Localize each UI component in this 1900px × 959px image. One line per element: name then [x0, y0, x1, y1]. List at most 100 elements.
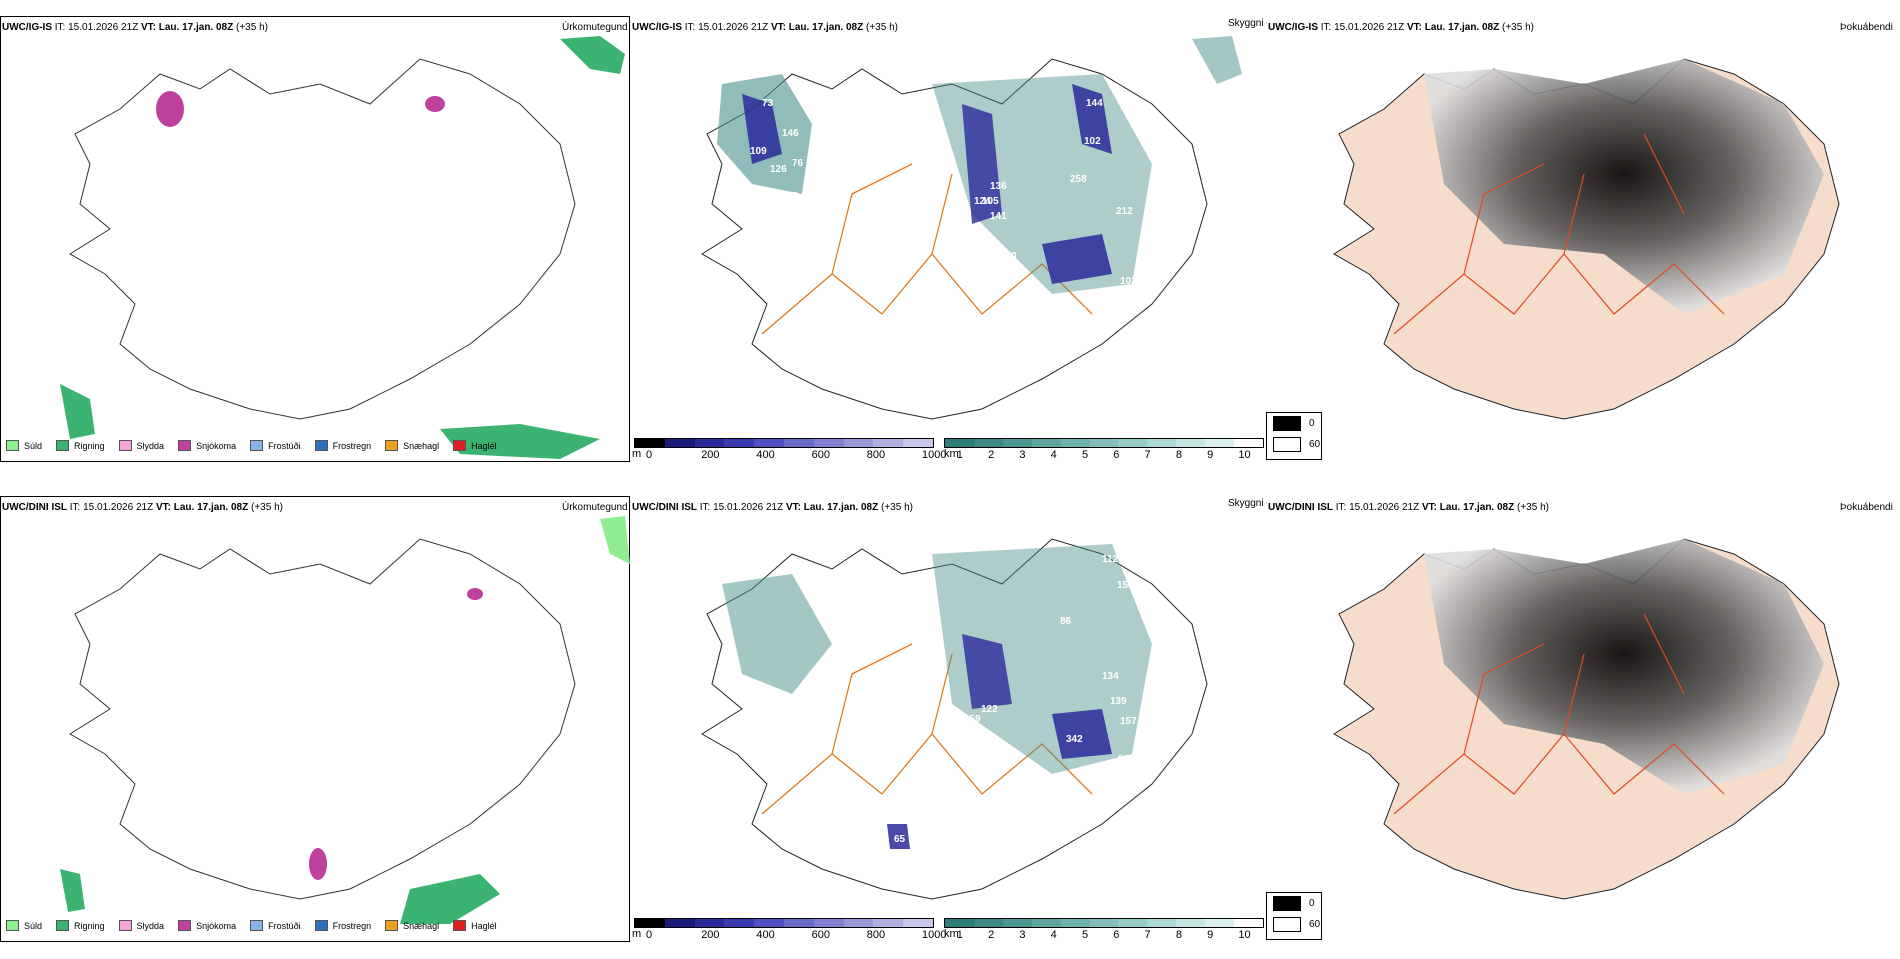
colorbar-tick-label: 1000 — [922, 449, 947, 461]
lead-time: (+35 h) — [1517, 502, 1549, 513]
legend-swatch — [118, 440, 132, 451]
colorbar-swatch — [783, 439, 814, 447]
visibility-value-label: 124 — [974, 196, 991, 207]
visibility-value-label: 92 — [1162, 246, 1174, 257]
visibility-value-label: 122 — [981, 704, 998, 715]
legend-swatch — [385, 440, 399, 451]
iceland-map — [60, 516, 630, 924]
legend-label: Frostúði — [268, 440, 301, 451]
vt-value: Lau. 17.jan. 08Z — [158, 22, 234, 33]
iceland-map: 7314610912676721066810975136105124141150… — [701, 36, 1242, 420]
lead-time: (+35 h) — [1502, 22, 1534, 33]
visibility-value-label: 157 — [1120, 716, 1137, 727]
it-value: 15.01.2026 21Z — [1349, 502, 1420, 513]
colorbar-swatch — [945, 919, 974, 927]
visibility-value-label: 144 — [1086, 98, 1103, 109]
precip-type-legend: Súld Rigning Slydda Snjókoma Frostúði Fr… — [6, 920, 497, 931]
cloud-base-unit: m — [632, 928, 642, 940]
map-frame — [0, 496, 630, 942]
visibility-value-label: 141 — [990, 211, 1007, 222]
colorbar-swatch — [873, 439, 904, 447]
colorbar-tick-label: 800 — [866, 449, 886, 461]
visibility-value-label: 68 — [872, 188, 884, 199]
legend-swatch — [6, 440, 19, 451]
legend-swatch — [453, 440, 467, 451]
legend-swatch — [385, 920, 399, 931]
legend-label: Haglél — [471, 920, 497, 931]
legend-label: Snæhagl — [403, 920, 440, 931]
fog-index-legend: 0 60 — [1266, 412, 1322, 460]
visibility-value-label: 169 — [1178, 646, 1195, 657]
colorbar-swatch — [664, 919, 695, 927]
colorbar-swatch — [1176, 919, 1206, 927]
legend-label: Súld — [24, 440, 43, 451]
legend-swatch — [178, 920, 192, 931]
precip-type-panel: UWC/DINI ISL IT: 15.01.2026 21Z VT: Lau.… — [0, 494, 632, 959]
model-name: UWC/DINI ISL — [1268, 502, 1333, 513]
precip-type-legend: Súld Rigning Slydda Snjókoma Frostúði Fr… — [6, 440, 497, 451]
colorbar-swatch — [1234, 919, 1263, 927]
legend-label: Slydda — [136, 440, 165, 451]
colorbar-tick-label: 600 — [811, 929, 830, 941]
legend-swatch — [56, 440, 70, 451]
colorbar-ticks: 0 200 400 600 800 1000 — [634, 448, 946, 462]
visibility-value-label: 118 — [1070, 306, 1087, 317]
visibility-value-label: 75 — [944, 166, 956, 177]
legend-item: Slydda — [118, 440, 165, 451]
legend-swatch — [1273, 416, 1301, 431]
visibility-unit: km — [944, 448, 959, 460]
legend-label: Frostregn — [332, 920, 372, 931]
colorbar-ticks: 0 200 400 600 800 1000 — [634, 928, 946, 942]
legend-label: Rigning — [74, 920, 105, 931]
colorbar-swatch — [813, 919, 844, 927]
colorbar-tick-label: 1 — [956, 929, 963, 941]
colorbar-swatch — [903, 919, 933, 927]
visibility-value-labels: 7314610912676721066810975136105124141150… — [750, 98, 1174, 317]
colorbar-tick-label: 9 — [1207, 929, 1214, 941]
legend-item: Snjókoma — [178, 440, 236, 451]
cloud-base-colorbar: 0 200 400 600 800 1000 — [634, 918, 946, 944]
legend-swatch — [178, 440, 192, 451]
it-value: 15.01.2026 21Z — [83, 502, 154, 513]
colorbar-swatch — [754, 919, 784, 927]
colorbar-tick-label: 200 — [701, 929, 720, 941]
colorbar-ticks: 1 2 3 4 5 6 7 8 9 10 — [944, 448, 1264, 462]
colorbar-swatch — [1176, 439, 1206, 447]
visibility-value-label: 76 — [792, 158, 804, 169]
legend-label: 0 — [1309, 898, 1315, 909]
colorbar-swatch — [664, 439, 695, 447]
it-label: IT: — [69, 502, 81, 513]
colorbar-swatch — [1234, 439, 1263, 447]
vt-label: VT: — [155, 502, 171, 513]
visibility-value-label: 65 — [894, 834, 906, 845]
parameter-name: Úrkomutegund — [562, 502, 628, 513]
legend-item: Haglél — [453, 440, 497, 451]
fog-index-panel: UWC/IG-IS IT: 15.01.2026 21Z VT: Lau. 17… — [1264, 14, 1900, 479]
colorbar-swatch — [1031, 919, 1061, 927]
it-label: IT: — [684, 22, 696, 33]
it-value: 15.01.2026 21Z — [68, 22, 139, 33]
legend-item: Slydda — [118, 920, 164, 931]
panel-title: UWC/IG-IS IT: 15.01.2026 21Z VT: Lau. 17… — [2, 22, 268, 33]
colorbar-swatch — [843, 439, 874, 447]
it-label: IT: — [1320, 22, 1332, 33]
visibility-value-label: 109 — [750, 146, 767, 157]
colorbar-swatch — [1147, 919, 1177, 927]
colorbar-swatch — [1060, 919, 1090, 927]
colorbar-tick-label: 3 — [1019, 929, 1026, 941]
colorbar-swatch — [1002, 919, 1032, 927]
it-value: 15.01.2026 21Z — [713, 502, 784, 513]
colorbar-tick-label: 1 — [956, 449, 963, 461]
legend-item: Frostregn — [314, 920, 372, 931]
vt-value: Lau. 17.jan. 08Z — [1424, 22, 1500, 33]
colorbar-tick-label: 5 — [1081, 929, 1089, 941]
legend-swatch — [118, 920, 132, 931]
legend-item: 60 — [1267, 434, 1321, 455]
colorbar-swatch — [973, 919, 1003, 927]
colorbar-swatches — [944, 438, 1264, 448]
colorbar-tick-label: 800 — [866, 929, 886, 941]
cloud-base-unit: m — [632, 448, 642, 460]
visibility-value-label: 150 — [1000, 251, 1017, 262]
